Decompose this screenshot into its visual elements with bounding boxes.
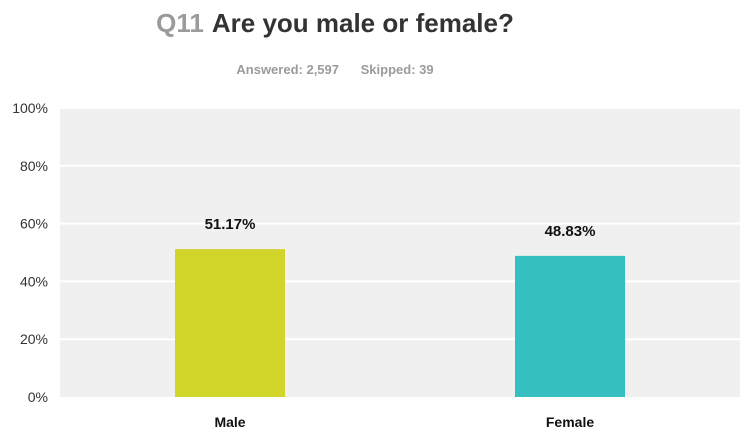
data-label: 48.83% xyxy=(545,223,596,240)
x-tick-label: Female xyxy=(546,414,594,430)
skipped-count: Skipped: 39 xyxy=(360,62,434,77)
data-label: 51.17% xyxy=(205,216,256,233)
x-tick-label: Male xyxy=(214,414,245,430)
answered-count: Answered: 2,597 xyxy=(236,62,339,77)
bar-male xyxy=(175,249,285,397)
question-text: Are you male or female? xyxy=(211,8,514,38)
y-tick-label: 20% xyxy=(20,331,48,347)
y-tick-label: 100% xyxy=(12,100,48,116)
y-tick-label: 80% xyxy=(20,158,48,174)
y-tick-label: 60% xyxy=(20,216,48,232)
response-stats: Answered: 2,597 Skipped: 39 xyxy=(0,62,670,77)
y-tick-label: 0% xyxy=(28,389,48,405)
question-number: Q11 xyxy=(156,8,204,38)
bar-female xyxy=(515,255,625,397)
y-tick-label: 40% xyxy=(20,273,48,289)
plot-area xyxy=(60,108,740,397)
chart-title: Q11 Are you male or female? xyxy=(0,8,670,39)
